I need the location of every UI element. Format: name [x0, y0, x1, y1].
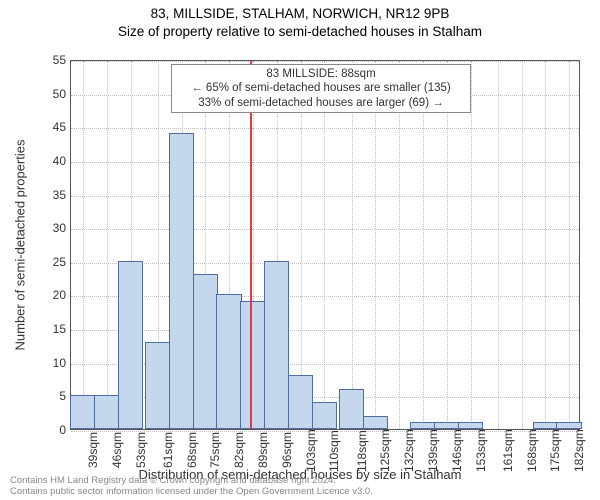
- annotation-line: 83 MILLSIDE: 88sqm: [176, 67, 466, 81]
- y-tick-label: 25: [36, 255, 66, 269]
- y-tick-label: 50: [36, 87, 66, 101]
- plot-area: 83 MILLSIDE: 88sqm← 65% of semi-detached…: [70, 60, 580, 430]
- attribution-line: Contains public sector information licen…: [10, 487, 373, 498]
- annotation-line: ← 65% of semi-detached houses are smalle…: [176, 81, 466, 95]
- gridline-v: [324, 61, 325, 429]
- y-tick-label: 20: [36, 288, 66, 302]
- x-tick-label: 153sqm: [474, 432, 488, 472]
- y-tick-label: 30: [36, 221, 66, 235]
- histogram-bar: [312, 402, 338, 429]
- x-tick-label: 125sqm: [378, 432, 392, 472]
- annotation-line: 33% of semi-detached houses are larger (…: [176, 96, 466, 110]
- attribution: Contains HM Land Registry data © Crown c…: [10, 476, 373, 498]
- histogram-bar: [288, 375, 314, 429]
- histogram-bar: [118, 261, 144, 429]
- y-tick-label: 15: [36, 322, 66, 336]
- histogram-bar: [240, 301, 266, 429]
- gridline-v: [471, 61, 472, 429]
- y-tick-label: 45: [36, 120, 66, 134]
- x-tick-label: 182sqm: [572, 432, 586, 472]
- chart-supertitle: 83, MILLSIDE, STALHAM, NORWICH, NR12 9PB: [0, 6, 600, 21]
- gridline-v: [399, 61, 400, 429]
- y-tick-label: 5: [36, 389, 66, 403]
- chart-container: 83, MILLSIDE, STALHAM, NORWICH, NR12 9PB…: [0, 0, 600, 500]
- x-tick-label: 53sqm: [134, 432, 148, 472]
- histogram-bar: [458, 422, 484, 429]
- x-tick-label: 175sqm: [548, 432, 562, 472]
- gridline-v: [375, 61, 376, 429]
- gridline-v: [522, 61, 523, 429]
- x-tick-label: 68sqm: [185, 432, 199, 472]
- histogram-bar: [339, 389, 365, 429]
- y-tick-label: 55: [36, 53, 66, 67]
- histogram-bar: [556, 422, 582, 429]
- histogram-bar: [363, 416, 389, 429]
- x-tick-label: 110sqm: [327, 432, 341, 472]
- histogram-bar: [410, 422, 436, 429]
- histogram-bar: [533, 422, 559, 429]
- x-tick-label: 139sqm: [426, 432, 440, 472]
- x-tick-label: 61sqm: [161, 432, 175, 472]
- histogram-bar: [434, 422, 460, 429]
- y-tick-label: 10: [36, 356, 66, 370]
- y-tick-label: 0: [36, 423, 66, 437]
- x-tick-label: 161sqm: [501, 432, 515, 472]
- gridline-v: [83, 61, 84, 429]
- gridline-v: [545, 61, 546, 429]
- histogram-bar: [264, 261, 290, 429]
- histogram-bar: [216, 294, 242, 429]
- x-tick-label: 103sqm: [304, 432, 318, 472]
- histogram-bar: [169, 133, 195, 429]
- gridline-v: [447, 61, 448, 429]
- y-tick-label: 35: [36, 188, 66, 202]
- histogram-bar: [145, 342, 171, 429]
- gridline-v: [352, 61, 353, 429]
- x-tick-label: 146sqm: [450, 432, 464, 472]
- y-tick-label: 40: [36, 154, 66, 168]
- x-tick-label: 89sqm: [256, 432, 270, 472]
- x-tick-label: 132sqm: [402, 432, 416, 472]
- x-tick-label: 168sqm: [525, 432, 539, 472]
- x-tick-label: 118sqm: [355, 432, 369, 472]
- gridline-v: [423, 61, 424, 429]
- x-tick-label: 82sqm: [232, 432, 246, 472]
- gridline-v: [107, 61, 108, 429]
- x-tick-label: 96sqm: [280, 432, 294, 472]
- annotation-box: 83 MILLSIDE: 88sqm← 65% of semi-detached…: [171, 64, 471, 113]
- x-tick-label: 39sqm: [86, 432, 100, 472]
- histogram-bar: [193, 274, 219, 429]
- gridline-v: [498, 61, 499, 429]
- histogram-bar: [70, 395, 96, 429]
- gridline-v: [569, 61, 570, 429]
- y-axis-label: Number of semi-detached properties: [13, 140, 28, 351]
- histogram-bar: [94, 395, 120, 429]
- chart-title: Size of property relative to semi-detach…: [0, 24, 600, 39]
- x-tick-label: 75sqm: [208, 432, 222, 472]
- reference-line: [250, 61, 252, 429]
- x-tick-label: 46sqm: [110, 432, 124, 472]
- gridline-v: [301, 61, 302, 429]
